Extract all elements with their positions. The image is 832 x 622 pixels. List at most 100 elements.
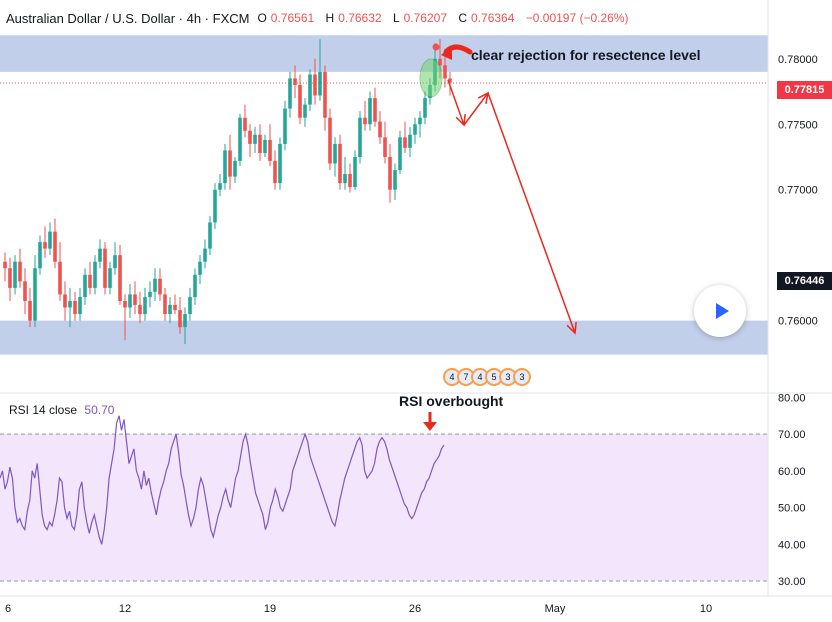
candle-body [163,294,167,315]
symbol-legend: Australian Dollar / U.S. Dollar · 4h · F… [6,9,637,27]
candle-body [98,248,102,262]
candle-body [203,248,207,262]
candle-body [43,242,47,249]
candle-body [228,150,232,177]
rsi-axis-tick: 40.00 [778,539,806,551]
candle-body [148,291,152,298]
candle-body [138,304,142,315]
candle-body [178,310,182,328]
candle-body [423,98,427,118]
event-flag-icon[interactable]: 5 [485,368,503,386]
candle-body [388,156,392,190]
projection-arrowhead-icon [566,321,577,335]
candle-body [418,117,422,125]
resistance-zone-0 [0,35,768,72]
rsi-legend-value: 50.70 [84,403,115,417]
candle-body [348,174,352,188]
time-axis-tick: 6 [5,603,11,615]
candle-body [353,156,357,188]
candle-body [153,278,157,292]
rsi-legend-label: RSI 14 close [9,403,78,417]
candle-body [78,297,82,315]
price-axis-tick: 0.77500 [778,119,818,131]
candle-body [403,137,407,148]
candle-body [233,160,237,177]
rejection-arrowhead-icon [441,46,452,60]
rsi-axis-tick: 60.00 [778,466,806,478]
candle-body [198,261,202,275]
ohlc-open: O 0.76561 [257,11,315,25]
candle-body [313,74,317,96]
current-price-tag: 0.77815 [777,81,832,99]
symbol-title: Australian Dollar / U.S. Dollar · 4h · F… [6,10,250,26]
candle-body [398,137,402,171]
candle-body [298,84,302,118]
candle-body [273,160,277,184]
candle-body [358,117,362,157]
candle-body [28,300,32,321]
projection-line [487,92,576,334]
candle-body [83,274,87,298]
price-axis-tick: 0.78000 [778,54,818,66]
candle-body [278,143,282,184]
candle-body [443,65,447,79]
time-axis-tick: 10 [700,603,712,615]
candle-body [58,261,62,295]
candle-body [188,297,192,315]
candle-body [373,98,377,122]
candle-body [408,134,412,148]
candle-body [378,121,382,138]
rsi-panel [0,415,768,582]
rsi-axis-tick: 80.00 [778,392,806,404]
candle-body [243,117,247,131]
replay-play-button[interactable] [694,285,746,337]
candle-body [68,300,72,308]
price-panel [0,35,768,355]
rsi-axis-tick: 50.00 [778,503,806,515]
candle-body [383,137,387,157]
candle-body [93,261,97,288]
candle-body [283,108,287,144]
rsi-axis-tick: 70.00 [778,429,806,441]
candle-body [133,294,137,305]
candle-body [18,261,22,282]
candle-body [303,104,307,118]
candle-body [338,143,342,184]
candle-body [393,170,397,190]
ohlc-close: C 0.76364 [458,11,515,25]
candle-body [288,78,292,109]
candle-body [308,74,312,105]
candle-body [328,117,332,164]
economic-events[interactable]: 4 7 4 5 3 3 [443,368,531,390]
candle-body [123,300,127,308]
candle-body [263,139,267,154]
time-axis-tick: 26 [409,603,421,615]
candle-body [8,268,12,288]
event-flag-icon[interactable]: 3 [513,368,531,386]
play-icon [715,303,729,319]
candle-body [343,174,347,184]
candle-body [63,294,67,308]
candle-body [48,231,52,249]
candle-body [413,124,417,135]
rsi-band [0,434,768,581]
candle-body [253,134,257,144]
candle-body [238,117,242,161]
top-marker [432,43,440,51]
price-axis-tick: 0.76000 [778,316,818,328]
candle-body [103,248,107,288]
candle-body [318,71,322,96]
rsi-axis-tick: 30.00 [778,576,806,588]
candle-body [223,150,227,184]
candle-body [108,268,112,288]
candle-body [213,189,217,223]
candle-body [183,314,187,328]
rejection-annotation: clear rejection for resectence level [471,47,701,63]
candle-body [438,58,442,66]
candle-body [128,294,132,308]
candle-body [333,143,337,164]
candle-body [53,231,57,262]
ohlc-values: O 0.76561 H 0.76632 L 0.76207 C 0.76364 −0.0… [257,11,636,25]
